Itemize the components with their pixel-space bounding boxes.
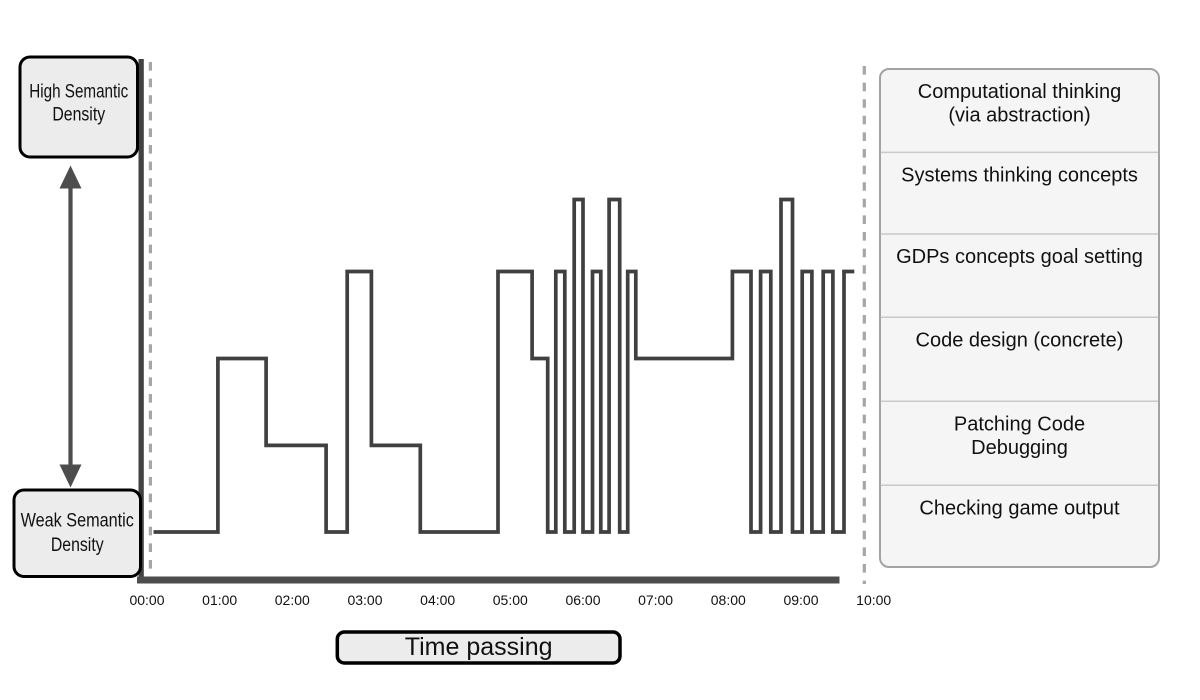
svg-text:06:00: 06:00 [565,592,600,608]
svg-text:Density: Density [51,534,104,556]
svg-text:05:00: 05:00 [493,592,528,608]
svg-text:10:00: 10:00 [856,592,891,608]
svg-text:Debugging: Debugging [971,437,1068,459]
svg-text:Time passing: Time passing [405,633,553,661]
svg-text:09:00: 09:00 [783,592,818,608]
svg-text:01:00: 01:00 [202,592,237,608]
svg-text:Checking game output: Checking game output [919,497,1120,519]
svg-text:07:00: 07:00 [638,592,673,608]
svg-text:Systems thinking concepts: Systems thinking concepts [901,165,1138,187]
svg-text:02:00: 02:00 [275,592,310,608]
svg-text:03:00: 03:00 [347,592,382,608]
svg-text:08:00: 08:00 [711,592,746,608]
svg-text:High Semantic: High Semantic [29,81,128,103]
svg-text:Patching Code: Patching Code [954,413,1085,435]
svg-text:Code design (concrete): Code design (concrete) [916,329,1124,351]
svg-text:GDPs concepts goal setting: GDPs concepts goal setting [896,246,1143,268]
svg-text:00:00: 00:00 [129,592,164,608]
svg-text:(via abstraction): (via abstraction) [948,105,1090,127]
svg-text:04:00: 04:00 [420,592,455,608]
svg-text:Weak Semantic: Weak Semantic [21,509,135,531]
svg-text:Computational thinking: Computational thinking [918,81,1121,103]
svg-text:Density: Density [52,104,105,126]
